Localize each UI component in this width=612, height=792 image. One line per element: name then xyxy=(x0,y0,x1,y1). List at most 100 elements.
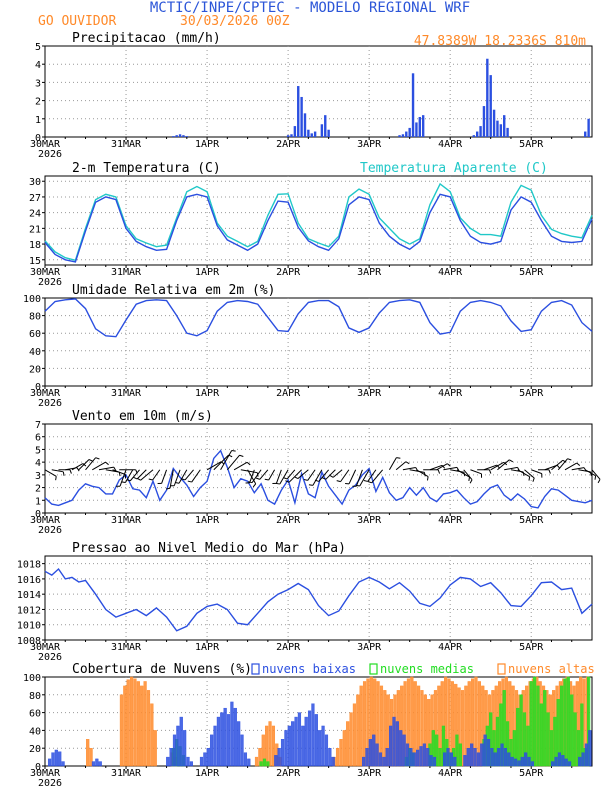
wind-xtick-label: 4APR xyxy=(438,515,463,526)
cloud-bar xyxy=(328,748,332,767)
wind-barb xyxy=(148,469,161,481)
cloud-bar xyxy=(375,743,379,767)
precip-ytick-label: 1 xyxy=(35,115,41,126)
precip-bar xyxy=(398,135,401,137)
cloud-bar xyxy=(206,748,210,767)
pres-ytick-label: 1014 xyxy=(17,590,41,601)
cloud-bar xyxy=(311,703,315,767)
precip-title: Precipitacao (mm/h) xyxy=(72,31,221,46)
precip-panel: 30MAR 31MAR 1APR 2APR 3APR 4APR 5APR 2026 0 1 2 3 4 5… xyxy=(30,31,593,160)
wind-barb xyxy=(303,469,316,481)
cloud-bar xyxy=(47,758,52,767)
wind-barb xyxy=(363,469,377,482)
cloud-bar xyxy=(483,734,487,767)
cloud-bar xyxy=(271,725,276,767)
cloud-legend-label: nuvens baixas xyxy=(262,662,356,676)
cloud-bar xyxy=(98,761,102,767)
cloud-bar xyxy=(385,748,389,767)
wind-barb xyxy=(264,469,276,481)
cloud-bar xyxy=(405,743,410,767)
cloud-bar xyxy=(254,756,259,767)
cloud-bar xyxy=(183,730,187,767)
wind-xtick-label: 2APR xyxy=(276,515,301,526)
precip-xtick-label: 2APR xyxy=(276,139,301,150)
cloud-bar xyxy=(243,752,248,767)
wind-barb xyxy=(121,469,134,484)
cloud-bar xyxy=(123,685,127,767)
temp-xtick-label: 4APR xyxy=(438,267,463,278)
rh-xtick-label: 3APR xyxy=(357,388,382,399)
precip-bar xyxy=(408,127,411,137)
wind-barb xyxy=(308,469,323,486)
cloud-bar xyxy=(530,761,535,767)
rh-xtick-label: 4APR xyxy=(438,388,463,399)
precip-bar xyxy=(307,129,310,137)
wind-barb xyxy=(175,469,188,484)
rh-title: Umidade Relativa em 2m (%) xyxy=(72,283,276,298)
wind-barb xyxy=(272,469,282,484)
wind-frame xyxy=(44,423,593,514)
wind-xtick-label: 3APR xyxy=(357,515,382,526)
cloud-bar xyxy=(449,752,453,767)
cloud-bar xyxy=(331,756,335,767)
cloud-bar xyxy=(473,748,477,767)
precip-xtick-label: 3APR xyxy=(357,139,382,150)
clouds-ytick-label: 80 xyxy=(29,691,41,702)
clouds-xtick-label: 2APR xyxy=(276,768,301,779)
precip-bar xyxy=(313,131,317,137)
cloud-bar xyxy=(259,761,263,767)
wind-barb xyxy=(321,469,336,480)
cloud-bar xyxy=(223,707,227,767)
cloud-bar xyxy=(382,756,386,767)
wind-barb xyxy=(564,462,581,471)
wind-barb xyxy=(157,469,168,484)
wind-speed-line xyxy=(44,449,593,509)
pres-xtick-label: 1APR xyxy=(195,642,220,653)
wind-barb xyxy=(388,457,401,471)
cloud-bar xyxy=(133,678,137,767)
precip-bar xyxy=(472,135,476,137)
cloud-bar xyxy=(497,748,501,767)
rh-xtick-label: 30MAR xyxy=(30,388,61,399)
precip-bar xyxy=(324,115,327,137)
cloud-legend-swatch xyxy=(497,663,506,675)
clouds-xtick-label: 30MAR xyxy=(30,768,61,779)
cloud-bar xyxy=(297,712,302,767)
cloud-bar xyxy=(335,748,340,767)
temp-ytick-label: 18 xyxy=(29,240,41,251)
cloud-bar xyxy=(546,712,550,767)
clouds-ytick-label: 40 xyxy=(29,726,41,737)
pres-xtick-label: 2APR xyxy=(276,642,301,653)
precip-bar xyxy=(182,135,185,137)
wind-barb xyxy=(283,469,296,480)
cloud-bar xyxy=(378,752,383,767)
clouds-xtick-label: 1APR xyxy=(195,768,220,779)
wind-barb xyxy=(181,469,194,481)
cloud-bar xyxy=(61,761,65,767)
clouds-year-label: 2026 xyxy=(38,778,62,789)
cloud-bar xyxy=(422,743,426,767)
wind-ytick-label: 3 xyxy=(35,471,41,482)
precip-bar xyxy=(496,120,499,137)
cloud-legend-swatch xyxy=(251,663,260,675)
wind-barb xyxy=(470,469,483,478)
wind-barb xyxy=(524,469,535,482)
wind-barb xyxy=(423,469,441,474)
precip-bar xyxy=(418,116,421,137)
cloud-bar xyxy=(426,748,430,767)
cloud-bar xyxy=(287,725,291,767)
cloud-bar xyxy=(549,730,554,767)
temp-series-line xyxy=(44,182,593,262)
wind-barb xyxy=(85,457,100,471)
cloud-bar xyxy=(463,755,467,767)
clouds-xtick-label: 31MAR xyxy=(111,768,142,779)
precip-bar xyxy=(286,135,290,137)
precip-bar xyxy=(506,127,509,137)
rh-xtick-label: 2APR xyxy=(276,388,301,399)
pres-title: Pressao ao Nivel Medio do Mar (hPa) xyxy=(72,541,346,556)
cloud-bar xyxy=(179,716,183,767)
cloud-bar xyxy=(519,694,523,767)
wind-barb xyxy=(531,469,543,478)
cloud-bar xyxy=(543,690,547,767)
